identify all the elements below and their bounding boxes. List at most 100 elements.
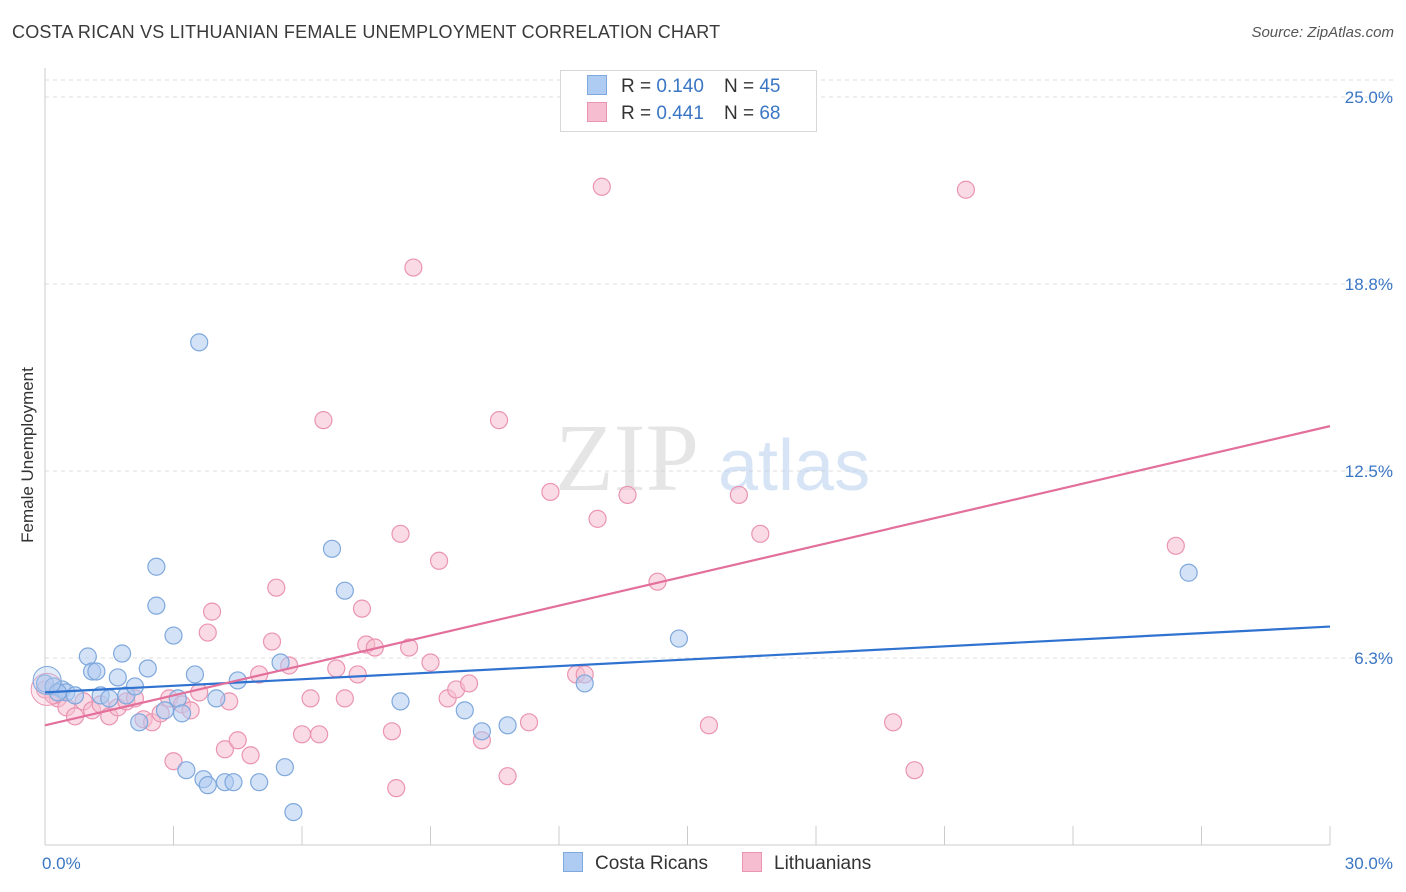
- point-costa-ricans: [147, 557, 166, 576]
- point-costa-ricans: [1179, 563, 1198, 582]
- point-lithuanians: [729, 485, 749, 505]
- point-lithuanians: [751, 524, 770, 543]
- point-costa-ricans: [391, 692, 410, 711]
- point-costa-ricans-cluster: [32, 665, 62, 695]
- point-lithuanians: [228, 731, 247, 750]
- axes: [44, 68, 1331, 846]
- x-tick-label: 30.0%: [1345, 854, 1393, 873]
- point-lithuanians: [541, 482, 560, 502]
- legend-row-lithuanians: R = 0.441 N = 68: [587, 102, 780, 126]
- r-label: R =: [621, 76, 652, 97]
- point-costa-ricans: [198, 776, 217, 795]
- point-lithuanians: [618, 485, 637, 505]
- legend-swatch-blue: [563, 852, 583, 872]
- point-lithuanians: [310, 725, 329, 744]
- legend-item-costa-ricans[interactable]: Costa Ricans: [563, 852, 708, 875]
- y-tick-label: 6.3%: [1354, 649, 1393, 668]
- point-costa-ricans: [87, 662, 106, 681]
- x-tick-labels: 0.0% 30.0%: [42, 854, 1393, 873]
- source-credit: Source: ZipAtlas.com: [1251, 24, 1394, 41]
- point-lithuanians: [1166, 536, 1185, 555]
- point-lithuanians: [905, 761, 924, 780]
- point-costa-ricans: [207, 689, 226, 708]
- point-lithuanians: [387, 779, 406, 798]
- point-lithuanians: [429, 551, 449, 570]
- point-lithuanians: [267, 578, 286, 597]
- point-costa-ricans: [138, 659, 157, 678]
- point-costa-ricans: [65, 686, 85, 705]
- point-lithuanians: [301, 689, 320, 708]
- series-costa-ricans-points: [32, 333, 1198, 822]
- y-tick-label: 12.5%: [1345, 462, 1393, 481]
- point-lithuanians: [262, 632, 282, 651]
- point-lithuanians: [198, 623, 217, 642]
- point-costa-ricans: [498, 716, 517, 735]
- point-lithuanians: [327, 659, 346, 678]
- point-lithuanians: [190, 683, 209, 702]
- n-value: 68: [759, 103, 781, 124]
- point-costa-ricans: [275, 758, 294, 777]
- n-label: N =: [723, 103, 755, 124]
- point-costa-ricans: [177, 761, 196, 780]
- point-costa-ricans: [172, 704, 192, 723]
- trend-line-costa-ricans: [44, 625, 1331, 694]
- point-costa-ricans: [472, 722, 491, 741]
- legend-swatch-blue: [587, 75, 607, 95]
- point-lithuanians: [352, 599, 372, 618]
- point-lithuanians: [314, 411, 333, 430]
- point-costa-ricans: [250, 773, 269, 792]
- point-costa-ricans: [185, 665, 205, 684]
- x-tick-label: 0.0%: [42, 854, 81, 873]
- r-value: 0.441: [656, 103, 704, 124]
- correlation-legend: R = 0.140 N = 45 R = 0.441 N = 68: [560, 70, 817, 132]
- point-lithuanians: [164, 752, 183, 771]
- legend-row-costa-ricans: R = 0.140 N = 45: [587, 75, 780, 99]
- point-lithuanians: [391, 524, 410, 543]
- point-costa-ricans: [335, 581, 354, 600]
- legend-label: Costa Ricans: [595, 853, 708, 874]
- legend-swatch-pink: [587, 102, 607, 122]
- point-lithuanians: [202, 602, 222, 621]
- point-costa-ricans: [100, 689, 119, 708]
- point-lithuanians: [883, 713, 903, 732]
- legend-swatch-pink: [742, 852, 762, 872]
- chart-title: COSTA RICAN VS LITHUANIAN FEMALE UNEMPLO…: [12, 22, 721, 42]
- r-value: 0.140: [656, 76, 704, 97]
- point-lithuanians: [348, 665, 367, 684]
- r-label: R =: [621, 103, 652, 124]
- legend-item-lithuanians[interactable]: Lithuanians: [742, 852, 871, 875]
- n-value: 45: [759, 76, 781, 97]
- y-tick-labels: 6.3% 12.5% 18.8% 25.0%: [1345, 88, 1393, 668]
- trend-lines: [44, 425, 1331, 727]
- y-tick-label: 25.0%: [1345, 88, 1393, 107]
- point-lithuanians: [404, 258, 423, 277]
- n-label: N =: [723, 76, 755, 97]
- point-lithuanians: [292, 725, 312, 744]
- trend-line-lithuanians: [44, 425, 1331, 727]
- point-costa-ricans: [284, 802, 303, 822]
- legend-label: Lithuanians: [774, 853, 872, 874]
- point-costa-ricans: [455, 701, 474, 720]
- watermark: ZIP atlas: [555, 404, 870, 511]
- point-costa-ricans: [164, 626, 183, 645]
- point-costa-ricans: [112, 644, 132, 663]
- point-costa-ricans: [147, 596, 166, 615]
- series-lithuanians-points: [30, 177, 1185, 798]
- point-costa-ricans: [155, 701, 175, 720]
- point-lithuanians: [335, 689, 354, 708]
- point-lithuanians: [489, 411, 509, 430]
- point-costa-ricans: [224, 773, 243, 792]
- point-lithuanians: [382, 722, 402, 741]
- point-lithuanians: [421, 653, 440, 672]
- point-lithuanians: [956, 180, 976, 199]
- point-costa-ricans: [108, 668, 127, 687]
- point-costa-ricans: [190, 333, 209, 352]
- point-costa-ricans: [78, 647, 97, 666]
- point-lithuanians: [459, 674, 479, 693]
- point-lithuanians: [399, 638, 419, 657]
- series-legend: Costa Ricans Lithuanians: [0, 852, 1406, 876]
- point-lithuanians: [519, 713, 539, 732]
- y-tick-label: 18.8%: [1345, 275, 1393, 294]
- y-axis-title: Female Unemployment: [18, 367, 37, 543]
